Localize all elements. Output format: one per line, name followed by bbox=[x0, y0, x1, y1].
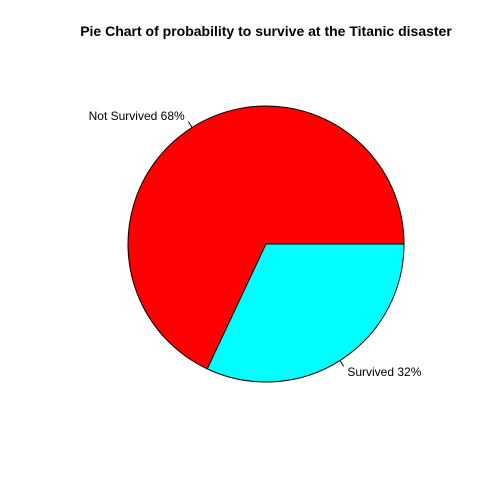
slice-label-tick-1 bbox=[187, 121, 193, 128]
slice-labels: Not Survived 68% Survived 32% bbox=[89, 109, 422, 379]
slice-label-1: Not Survived 68% bbox=[89, 109, 185, 123]
slice-label-tick-2 bbox=[339, 360, 345, 367]
pie-slice-1 bbox=[127, 105, 405, 370]
slice-label-2: Survived 32% bbox=[347, 365, 421, 379]
chart-title: Pie Chart of probability to survive at t… bbox=[80, 23, 452, 39]
pie-slices bbox=[127, 105, 405, 383]
pie-slice-2 bbox=[206, 243, 405, 383]
